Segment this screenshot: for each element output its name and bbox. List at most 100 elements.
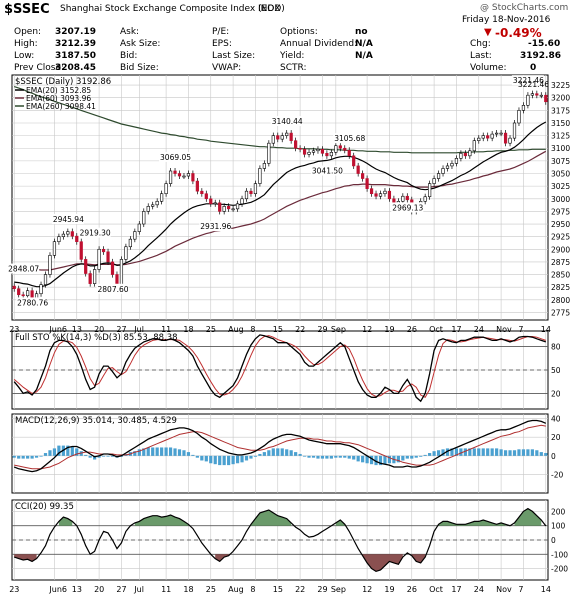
candle-body [468,150,472,157]
cci-oversold-area [362,554,403,572]
candle-body [539,94,543,97]
x-tick-label: 19 [384,585,394,594]
annotation-box [159,151,192,162]
candle-body [222,206,226,212]
candle-body [512,122,517,139]
y-tick-label: 3100 [551,144,570,153]
candle-body [218,202,222,212]
candle-body [401,195,405,202]
macd-histogram-bar [365,455,369,464]
price-annotation: 2848.07 [8,265,39,274]
candle-body [383,190,387,195]
x-tick-label: 15 [273,585,283,594]
macd-histogram-bar [401,455,405,461]
macd-panel-title: MACD(12,26,9) 35.014, 30.485, 4.529 [15,416,177,426]
field-label: Last Size: [212,51,256,61]
candle-body [325,152,329,157]
y-tick-label: 3175 [551,106,570,115]
x-tick-label: 7 [518,585,523,594]
macd-histogram-bar [285,449,289,456]
candle-body [526,94,530,106]
macd-histogram-bar [43,453,48,456]
x-tick-label: Aug [228,325,244,334]
candle-body [26,290,30,297]
candle-body [235,203,240,210]
macd-histogram-bar [12,455,16,458]
cci-oversold-area [14,554,37,562]
sto-panel-title: Full STO %K(14,3) %D(3) 85.53, 88.38 [15,333,178,343]
field-label: Options: [280,27,318,37]
macd-histogram-bar [244,455,249,461]
annotation-box [96,283,129,294]
macd-line [13,419,547,473]
y-tick-label: 2875 [551,258,570,267]
candle-body [450,163,454,167]
annotation-box [7,263,40,274]
macd-histogram-bar [463,448,467,456]
symbol: $SSEC [4,2,50,17]
macd-histogram-bar [468,448,472,456]
x-tick-label: Jul [133,585,144,594]
field-label: Bid Size: [120,63,159,73]
field-label: P/E: [212,27,230,37]
macd-histogram-bar [48,450,52,456]
price-panel-title: $SSEC (Daily) 3192.86 [15,77,111,87]
x-tick-label: 11 [161,585,171,594]
macd-histogram-bar [39,455,43,457]
candle-body [182,175,186,178]
panel-frame [11,74,549,321]
macd-histogram-bar [526,449,530,456]
field-value: 3187.50 [55,51,96,61]
candle-body [155,200,159,206]
macd-histogram-bar [26,455,30,459]
candle-body [508,137,512,144]
x-tick-label: Oct [429,585,443,594]
macd-histogram-bar [405,455,409,459]
annotation-box [391,202,424,213]
candle-body [213,202,217,205]
x-tick-label: 23 [9,325,19,334]
macd-histogram-bar [34,455,39,458]
x-tick-label: 8 [250,585,255,594]
macd-histogram-bar [222,455,226,466]
candle-body [17,288,21,296]
change-percent: -0.49% [495,26,542,40]
macd-histogram-bar [30,455,34,459]
index-name: Shanghai Stock Exchange Composite Index … [60,4,285,14]
candle-body [298,147,302,150]
macd-histogram-bar [508,450,512,456]
candle-body [521,105,526,111]
macd-histogram-bar [374,455,378,466]
candle-body [106,251,110,263]
y-tick-label: 2975 [551,207,570,216]
y-tick-label: 3025 [551,182,570,191]
candle-body [477,137,481,141]
field-value: -15.60 [528,39,561,49]
price-annotation: 2807.60 [98,285,129,294]
macd-histogram-bar [445,448,450,456]
candle-body [436,173,441,179]
candle-body [168,170,173,184]
x-tick-label: Aug [228,585,244,594]
macd-histogram-bar [459,448,463,456]
macd-histogram-bar [423,454,427,456]
macd-histogram-bar [182,450,186,456]
candle-body [343,147,347,151]
macd-histogram-bar [253,455,258,457]
macd-histogram-bar [441,449,445,456]
macd-histogram-bar [289,450,293,456]
cci-overbought-area [58,517,73,526]
x-tick-label: Oct [429,325,443,334]
macd-histogram-bar [235,455,240,464]
price-annotation: 3069.05 [160,153,191,162]
field-value: N/A [355,39,373,49]
y-tick-label: 20 [551,433,561,442]
y-tick-label: 3075 [551,157,570,166]
candle-body [459,152,463,159]
macd-histogram-bar [383,455,387,465]
price-annotation: 3041.50 [312,167,343,176]
x-tick-label: 13 [72,585,82,594]
macd-histogram-bar [472,448,476,456]
annotation-box [511,75,544,86]
candle-body [146,206,150,212]
